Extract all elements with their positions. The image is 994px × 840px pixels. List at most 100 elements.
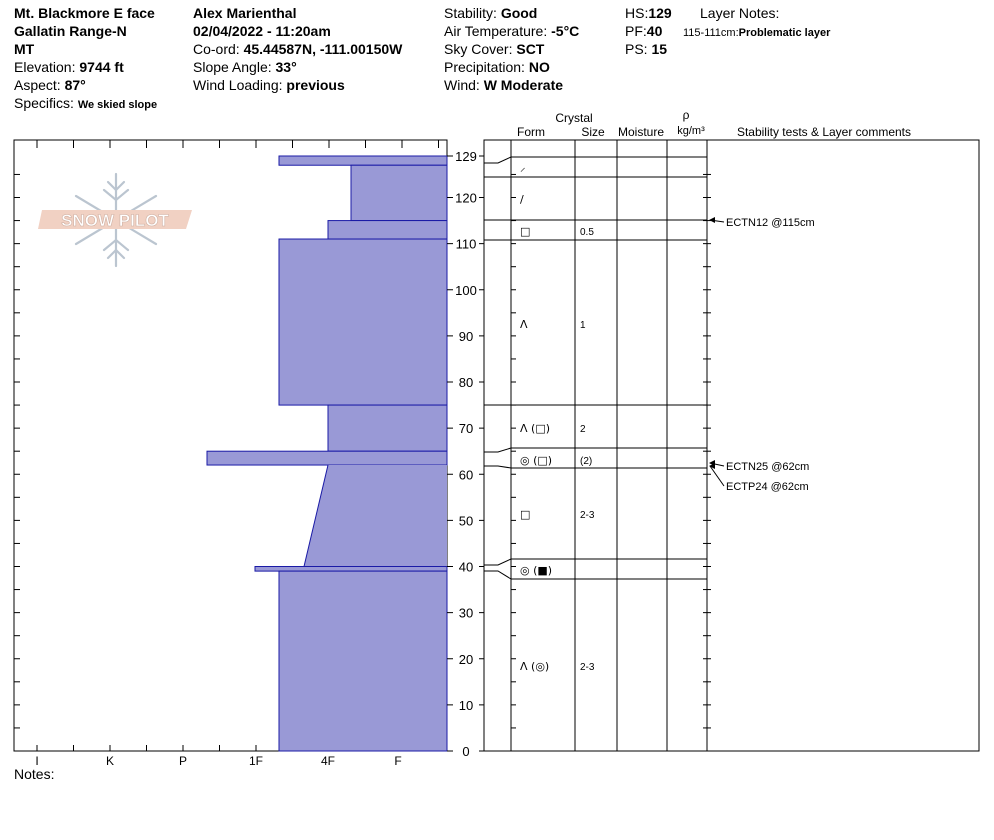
y-tick-label: 100 <box>455 283 477 298</box>
stability-test-label: ECTN25 @62cm <box>726 461 809 473</box>
hardness-edge <box>303 464 329 567</box>
hardness-segment <box>206 450 448 466</box>
snowpilot-logo: SNOW PILOT <box>38 172 192 268</box>
layer-form: ᐱ (□) <box>520 422 550 435</box>
observation-datetime: 02/04/2022 - 11:20am <box>193 23 331 39</box>
y-tick-label: 70 <box>459 421 473 436</box>
test-arrow <box>709 465 725 487</box>
y-tick-label: 110 <box>456 237 477 252</box>
layer-notes-range: 115-111cm: <box>683 27 739 39</box>
hs-label: HS: <box>625 5 649 21</box>
y-tick-label: 60 <box>459 467 473 482</box>
aspect-value: 87° <box>64 77 86 93</box>
slope-value: 33° <box>275 59 297 75</box>
layer-table-frame <box>483 139 980 752</box>
layer-connector <box>484 570 512 580</box>
header-left: Mt. Blackmore E face Gallatin Range-N MT… <box>14 4 157 114</box>
density-header: kg/m³ <box>677 125 705 137</box>
layer-form: ◎ (□) <box>520 454 552 467</box>
state-name: MT <box>14 41 35 57</box>
ps-value: 15 <box>651 41 668 57</box>
pf-value: 40 <box>646 23 663 39</box>
y-tick-label: 80 <box>459 375 473 390</box>
layer-form: / <box>520 193 524 206</box>
air-temp-value: -5°C <box>551 23 580 39</box>
coord-label: Co-ord: <box>193 41 240 57</box>
layer-form: ᐱ (◎) <box>520 660 549 673</box>
wind-value: W Moderate <box>483 77 564 93</box>
layer-size: 1 <box>580 320 586 331</box>
rho-header: ρ <box>683 108 690 122</box>
crystal-header: Crystal <box>555 111 592 125</box>
pf-label: PF: <box>625 23 647 39</box>
layer-form: ⸝ <box>520 161 526 174</box>
precip-value: NO <box>528 59 550 75</box>
sky-label: Sky Cover: <box>444 41 513 57</box>
y-tick-label: 129 <box>455 149 477 164</box>
y-tick-label: 40 <box>459 560 473 575</box>
layer-size: (2) <box>580 456 592 467</box>
range-name: Gallatin Range-N <box>14 23 127 39</box>
y-tick-label: 30 <box>459 606 473 621</box>
sky-value: SCT <box>516 41 545 57</box>
notes-label: Notes: <box>14 766 55 782</box>
air-temp-label: Air Temperature: <box>444 23 548 39</box>
moisture-header: Moisture <box>618 125 664 139</box>
hardness-segment <box>278 155 448 166</box>
header-mid: Alex Marienthal 02/04/2022 - 11:20am Co-… <box>193 4 402 94</box>
hardness-tick-label: 1F <box>249 754 263 768</box>
form-header: Form <box>517 125 545 139</box>
wind-loading-value: previous <box>286 77 345 93</box>
stability-label: Stability: <box>444 5 497 21</box>
wind-loading-label: Wind Loading: <box>193 77 283 93</box>
layer-size: 0.5 <box>580 227 594 238</box>
ps-label: PS: <box>625 41 648 57</box>
hs-value: 129 <box>648 5 672 21</box>
header-weather: Stability: Good Air Temperature: -5°C Sk… <box>444 4 579 94</box>
layer-size: 2-3 <box>580 662 595 673</box>
comments-header: Stability tests & Layer comments <box>737 125 911 139</box>
location-name: Mt. Blackmore E face <box>14 5 155 21</box>
layer-connector <box>484 465 512 469</box>
stability-test-label: ECTN12 @115cm <box>726 217 815 229</box>
layer-form: □ <box>520 225 530 238</box>
layer-size: 2 <box>580 424 586 435</box>
elevation-label: Elevation: <box>14 59 76 75</box>
layer-notes-line: 115-111cm:Problematic layer <box>683 22 830 42</box>
hardness-segment <box>278 570 448 752</box>
layer-form: ◎ (■) <box>520 564 552 577</box>
layer-notes-label: Layer Notes: <box>700 5 780 21</box>
hardness-segment <box>350 164 448 222</box>
hardness-tick-label: F <box>394 754 401 768</box>
coord-value: 45.44587N, -111.00150W <box>243 41 403 57</box>
stability-value: Good <box>500 5 538 21</box>
y-tick-label: 0 <box>462 744 469 759</box>
hardness-tick-label: I <box>35 754 38 768</box>
layer-connector <box>484 447 512 453</box>
header-depths: HS:129 PF:40 PS: 15 <box>625 4 672 58</box>
y-tick-label: 10 <box>459 698 473 713</box>
observer-name: Alex Marienthal <box>193 5 297 21</box>
specifics-label: Specifics: <box>14 95 74 111</box>
test-arrowhead <box>709 463 715 469</box>
logo-text: SNOW PILOT <box>61 211 169 230</box>
layer-connector <box>484 156 512 164</box>
hardness-segment <box>327 404 448 452</box>
layer-connector <box>484 558 512 566</box>
layer-size: 2-3 <box>580 510 595 521</box>
hardness-tick-label: K <box>106 754 114 768</box>
precip-label: Precipitation: <box>444 59 525 75</box>
aspect-label: Aspect: <box>14 77 61 93</box>
test-arrowhead <box>709 217 715 223</box>
slope-label: Slope Angle: <box>193 59 272 75</box>
hardness-segment <box>327 220 448 240</box>
hardness-tick-label: 4F <box>321 754 335 768</box>
hardness-segment <box>254 566 448 572</box>
wind-label: Wind: <box>444 77 480 93</box>
y-tick-label: 20 <box>459 652 473 667</box>
hardness-segment <box>278 238 448 406</box>
layer-form: □ <box>520 508 530 521</box>
elevation-value: 9744 ft <box>79 59 124 75</box>
hardness-tick-label: P <box>179 754 187 768</box>
layer-form: ᐱ <box>520 318 528 331</box>
